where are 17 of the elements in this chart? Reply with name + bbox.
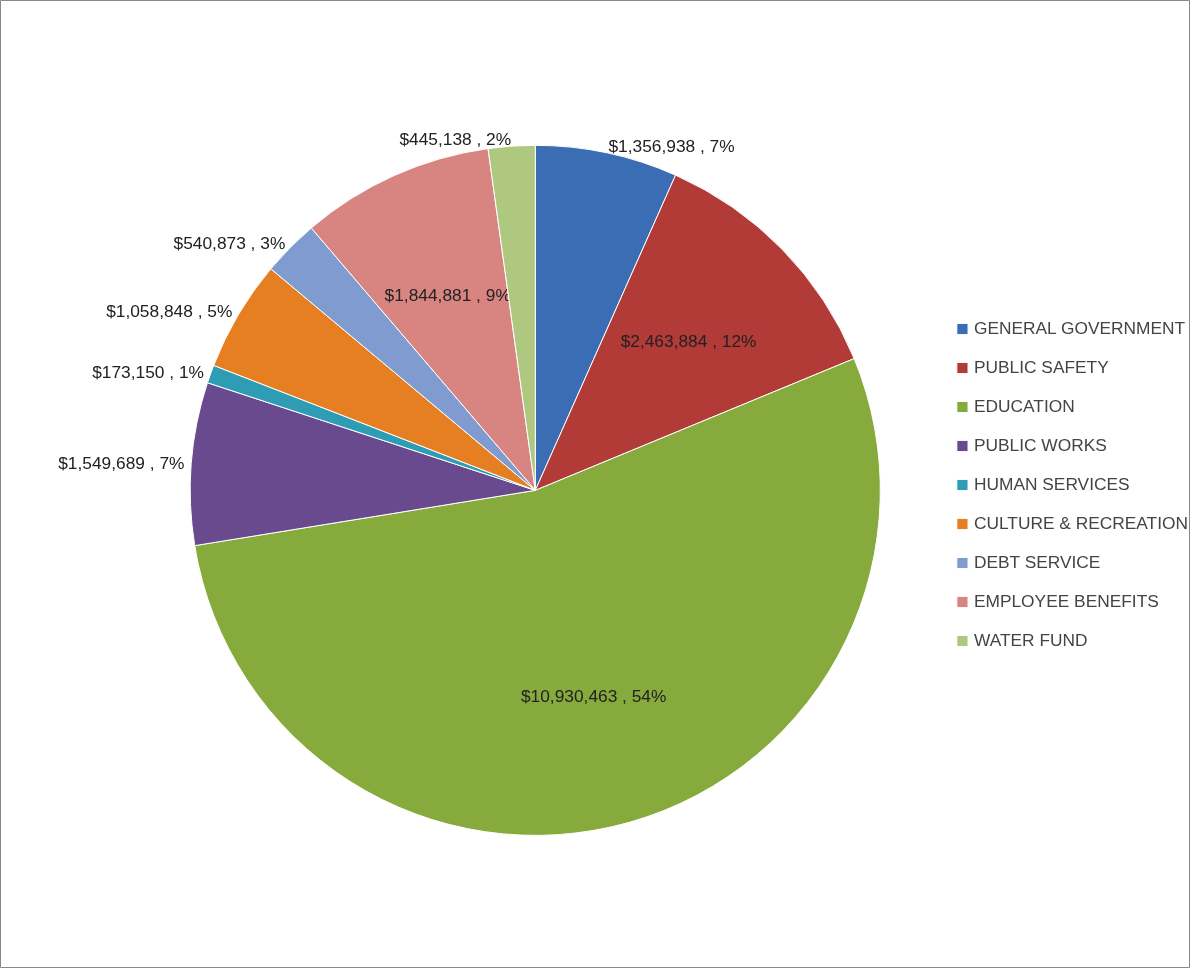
legend-label: WATER FUND — [973, 629, 1088, 651]
data-label: $1,058,848 , 5% — [106, 301, 233, 322]
legend-label: GENERAL GOVERNMENT — [973, 317, 1186, 339]
legend-label: EDUCATION — [973, 395, 1075, 417]
legend-label: HUMAN SERVICES — [973, 473, 1130, 495]
data-label: $445,138 , 2% — [399, 129, 512, 150]
data-label: $1,549,689 , 7% — [58, 452, 185, 473]
data-label: $173,150 , 1% — [92, 361, 204, 382]
data-label: $10,930,463 , 54% — [520, 686, 667, 707]
legend-label: CULTURE & RECREATION — [973, 512, 1188, 534]
legend-label: PUBLIC SAFETY — [973, 356, 1109, 378]
legend-label: PUBLIC WORKS — [973, 434, 1107, 456]
data-label: $2,463,884 , 12% — [620, 331, 757, 352]
data-label: $540,873 , 3% — [173, 232, 286, 253]
legend-label: DEBT SERVICE — [973, 551, 1101, 573]
data-label: $1,356,938 , 7% — [608, 136, 735, 157]
legend-label: EMPLOYEE BENEFITS — [973, 590, 1159, 612]
